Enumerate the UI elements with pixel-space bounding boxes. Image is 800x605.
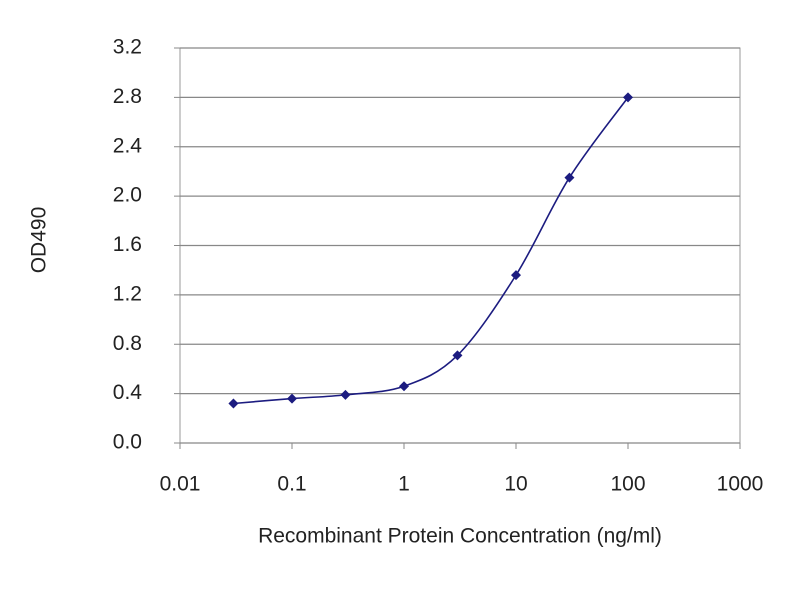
point: [340, 389, 351, 400]
x-axis-label: Recombinant Protein Concentration (ng/ml…: [258, 525, 662, 548]
point: [399, 381, 409, 392]
point: [452, 350, 463, 361]
point: [564, 172, 575, 183]
x-tick-label: 0.1: [277, 473, 306, 496]
y-tick-label: 0.4: [113, 381, 143, 404]
y-tick-label: 0.0: [113, 431, 142, 454]
x-tick-label: 1000: [717, 473, 764, 496]
x-tick-label: 1: [398, 473, 410, 496]
point: [287, 393, 297, 404]
y-tick-label: 0.8: [113, 332, 142, 355]
y-tick-label: 1.2: [113, 282, 142, 305]
x-tick-label: 0.01: [160, 473, 201, 496]
x-tick-label: 10: [504, 473, 527, 496]
y-axis-label: OD490: [28, 207, 51, 274]
y-tick-label: 2.4: [113, 134, 143, 157]
y-tick-label: 1.6: [113, 233, 142, 256]
point: [228, 398, 239, 409]
x-tick-label: 100: [610, 473, 645, 496]
point: [623, 92, 633, 103]
y-tick-label: 2.8: [113, 85, 142, 108]
point: [511, 270, 521, 281]
y-tick-label: 3.2: [113, 36, 142, 59]
y-tick-label: 2.0: [113, 184, 142, 207]
